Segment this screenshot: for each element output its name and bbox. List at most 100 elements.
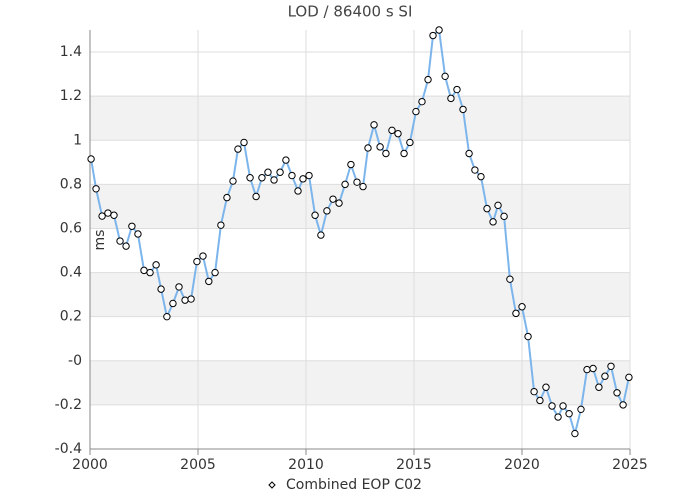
data-point: [294, 187, 302, 195]
data-point: [211, 268, 219, 277]
data-point: [459, 105, 467, 114]
data-point: [435, 26, 443, 34]
data-point: [506, 275, 514, 283]
data-point: [163, 312, 171, 321]
data-point: [134, 230, 142, 238]
y-tick-label: 0.8: [60, 176, 82, 192]
data-point: [548, 402, 556, 410]
data-point: [559, 402, 567, 410]
data-point: [98, 212, 106, 220]
data-point: [359, 182, 367, 191]
chart-title: LOD / 86400 s SI: [288, 3, 413, 21]
data-point: [518, 303, 526, 311]
y-tick-label: 0.2: [60, 309, 82, 325]
data-point: [494, 201, 502, 210]
data-point: [305, 171, 313, 180]
data-point: [140, 266, 148, 275]
x-tick-label: 2010: [288, 457, 324, 473]
data-point: [323, 207, 331, 215]
y-tick-label: 1: [73, 132, 82, 148]
data-point: [447, 94, 455, 103]
data-point: [589, 364, 597, 373]
data-point: [441, 72, 449, 81]
data-point: [542, 383, 550, 391]
data-point: [607, 362, 615, 371]
data-point: [376, 143, 384, 151]
data-point: [341, 180, 349, 189]
grid-band: [90, 272, 630, 317]
y-axis-label: ms: [92, 230, 108, 251]
data-point: [347, 160, 355, 169]
data-point: [92, 185, 100, 193]
data-point: [223, 193, 231, 202]
data-point: [394, 129, 402, 138]
data-point: [453, 85, 461, 94]
data-point: [382, 149, 390, 158]
data-point: [465, 149, 473, 158]
data-point: [406, 138, 414, 147]
data-point: [329, 195, 337, 203]
data-point: [199, 252, 207, 260]
data-point: [477, 172, 485, 181]
data-point: [205, 277, 213, 286]
data-point: [418, 97, 426, 106]
data-point: [483, 204, 491, 213]
data-point: [613, 389, 621, 397]
data-point: [335, 199, 343, 207]
y-tick-label: -0.2: [55, 397, 82, 413]
data-point: [128, 222, 136, 230]
data-point: [412, 107, 420, 116]
y-tick-label: -0.4: [55, 441, 82, 457]
data-point: [270, 176, 278, 184]
data-point: [246, 174, 254, 182]
y-tick-label: 0.4: [60, 265, 82, 281]
data-point: [282, 156, 290, 164]
data-point: [122, 242, 130, 250]
data-point: [577, 405, 585, 414]
data-point: [583, 365, 591, 374]
x-tick-label: 2025: [612, 457, 648, 473]
y-tick-label: -0: [68, 353, 82, 369]
y-tick-label: 1.4: [60, 44, 82, 60]
data-point: [364, 144, 372, 152]
data-point: [264, 168, 272, 176]
grid-band: [90, 184, 630, 229]
data-point: [116, 237, 124, 245]
x-tick-label: 2005: [180, 457, 216, 473]
data-point: [87, 155, 95, 163]
legend-marker: [268, 481, 276, 489]
data-point: [187, 295, 195, 303]
data-point: [625, 373, 633, 382]
data-point: [565, 410, 573, 418]
y-tick-label: 1.2: [60, 88, 82, 104]
data-point: [169, 299, 177, 308]
data-point: [234, 145, 242, 153]
data-point: [536, 396, 544, 405]
data-point: [229, 177, 237, 185]
x-tick-label: 2000: [72, 457, 108, 473]
data-point: [353, 178, 361, 186]
data-point: [311, 211, 319, 219]
data-point: [500, 212, 508, 221]
data-point: [152, 261, 160, 269]
data-point: [317, 231, 325, 239]
data-point: [110, 211, 118, 219]
data-point: [388, 126, 396, 135]
data-point: [258, 174, 266, 182]
data-point: [146, 268, 154, 277]
data-point: [240, 138, 248, 147]
data-point: [619, 401, 627, 409]
x-tick-label: 2020: [504, 457, 540, 473]
data-point: [175, 283, 183, 291]
grid-band: [90, 96, 630, 141]
data-point: [489, 218, 497, 226]
data-point: [530, 387, 538, 396]
data-point: [524, 332, 532, 341]
data-point: [157, 285, 165, 293]
data-point: [400, 149, 408, 158]
data-point: [601, 372, 609, 380]
data-point: [595, 383, 603, 391]
legend-label: Combined EOP C02: [286, 477, 422, 493]
y-tick-label: 0.6: [60, 220, 82, 236]
